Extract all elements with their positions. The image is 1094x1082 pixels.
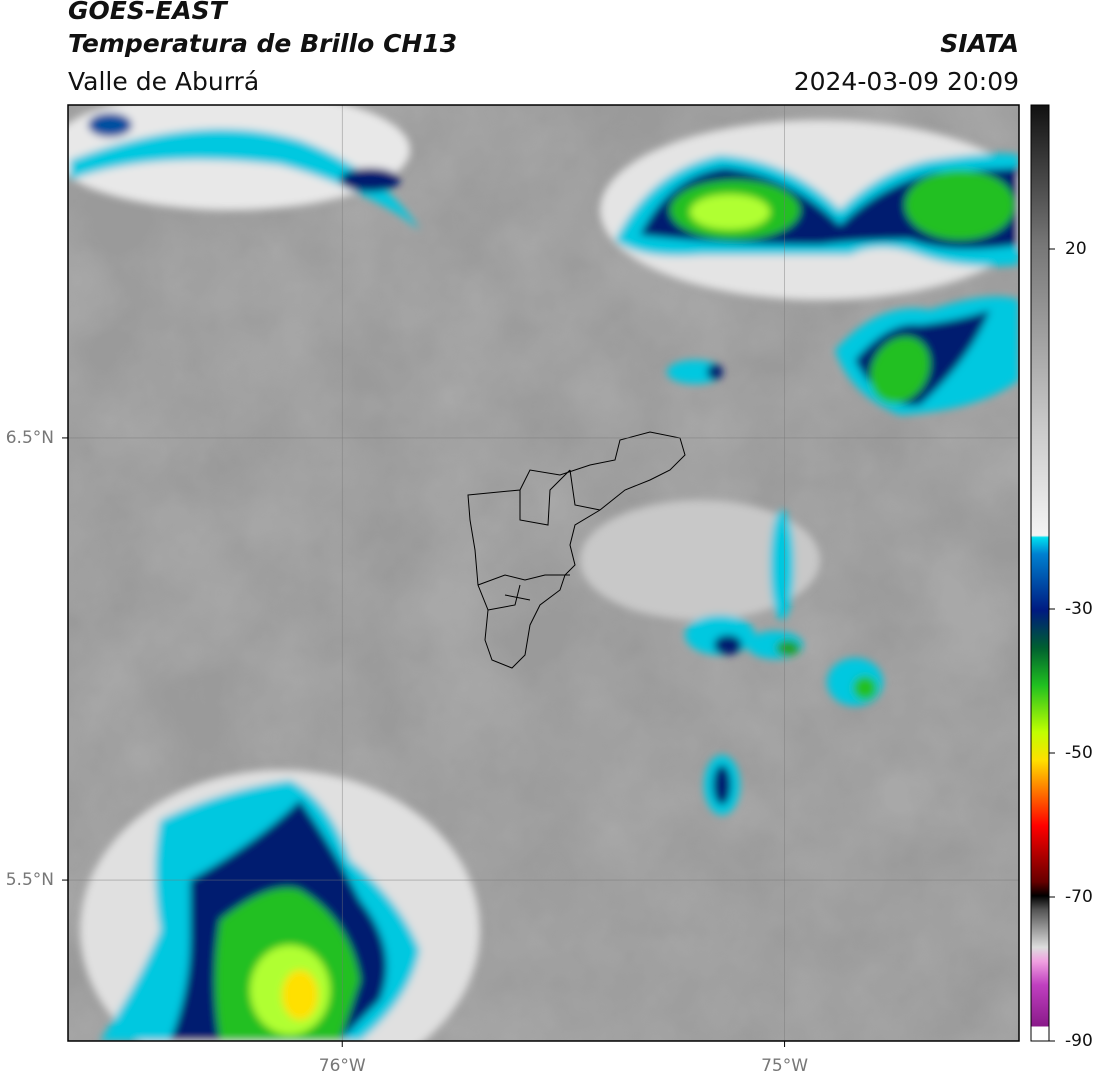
x-tick-label: 76°W [319, 1056, 366, 1076]
product: Temperatura de Brillo CH13 [68, 29, 457, 58]
y-tick-label: 5.5°N [6, 870, 54, 890]
colorbar-tick-label: -50 [1065, 743, 1093, 763]
colorbar-tick-label: -30 [1065, 599, 1093, 619]
datetime: 2024-03-09 20:09 [794, 67, 1019, 96]
region: Valle de Aburrá [68, 67, 259, 96]
colorbar-tick-label: -70 [1065, 887, 1093, 907]
colorbar [1030, 104, 1050, 1042]
colorbar-tick-label: 20 [1065, 239, 1087, 259]
map-frame [67, 104, 1020, 1042]
municipal-boundaries [467, 431, 686, 669]
source: SIATA [940, 29, 1019, 58]
satellite: GOES-EAST [68, 0, 229, 25]
colorbar-tick-label: -90 [1065, 1031, 1093, 1051]
map-image [68, 105, 1019, 1041]
y-tick-label: 6.5°N [6, 428, 54, 448]
x-tick-label: 75°W [761, 1056, 808, 1076]
